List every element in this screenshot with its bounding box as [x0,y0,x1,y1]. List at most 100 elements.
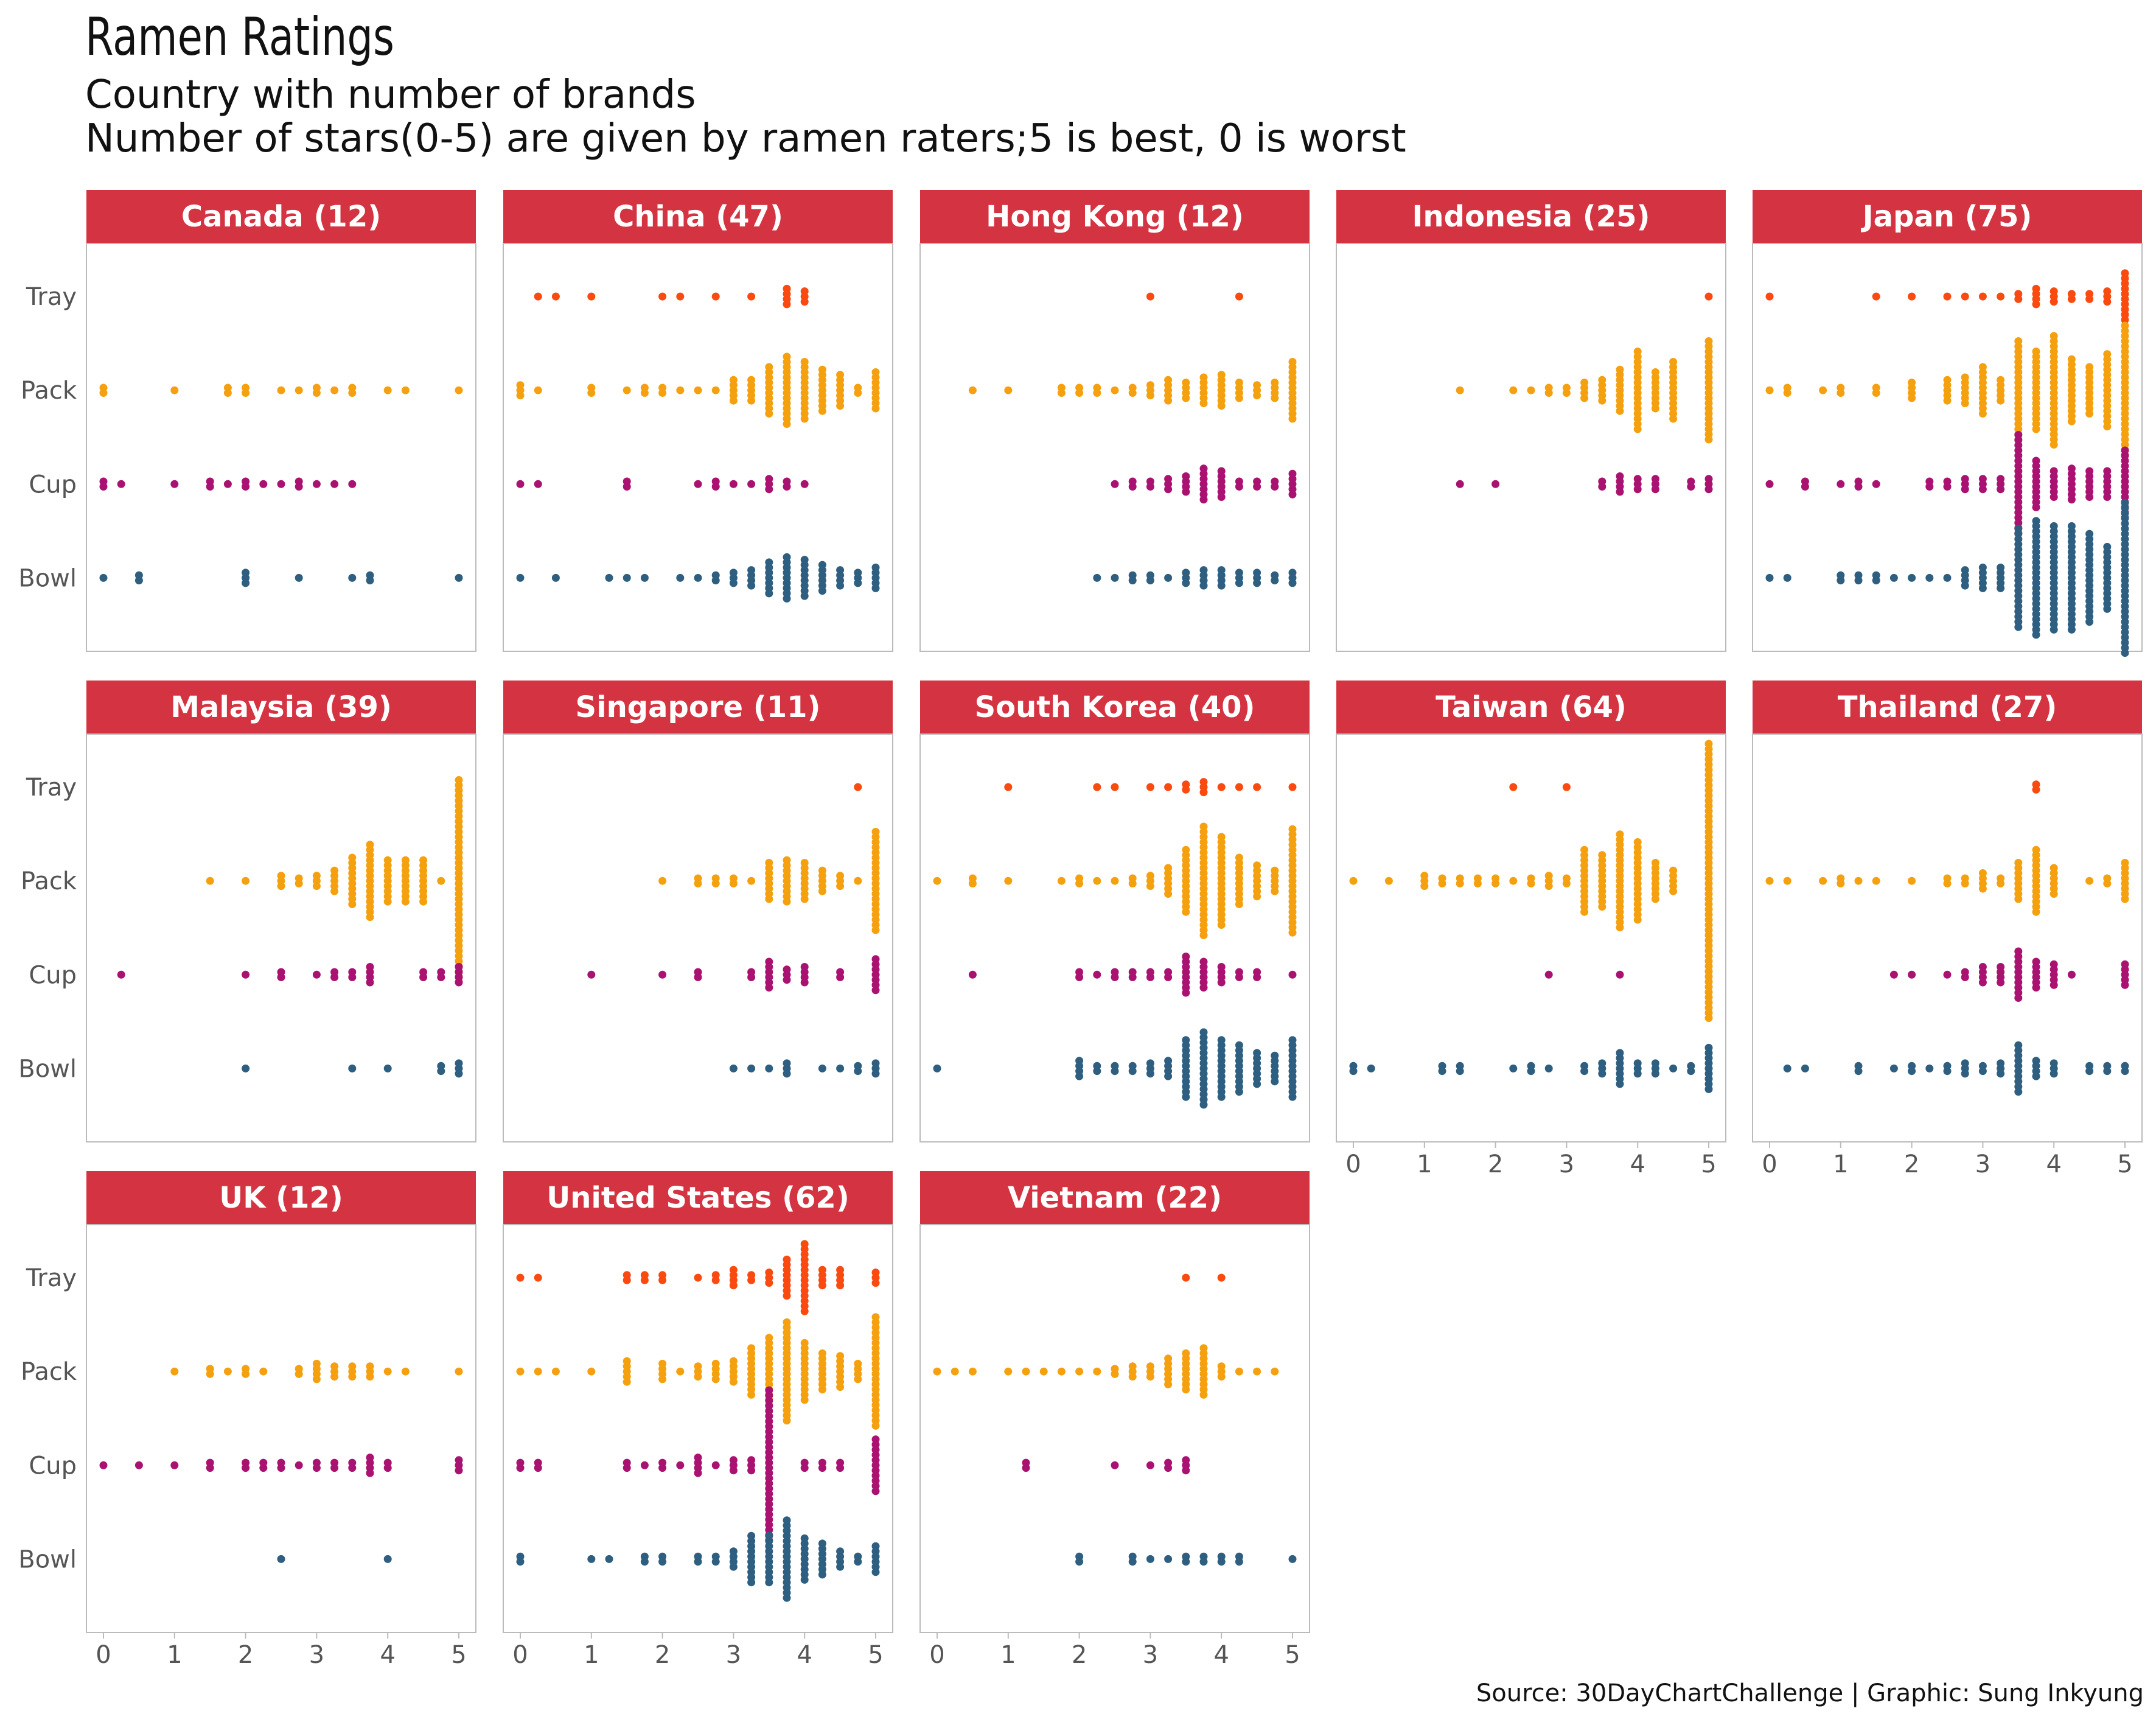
data-point-pack [1057,389,1066,397]
data-point-pack [658,389,667,397]
data-point-tray [818,1281,826,1290]
data-point-cup [1765,480,1774,488]
data-point-pack [1819,876,1827,885]
x-tick-label: 0 [1762,1150,1777,1178]
data-point-pack [1527,386,1535,394]
data-point-pack [1783,389,1791,397]
data-point-pack [2050,890,2058,898]
data-point-bowl [277,1555,285,1563]
data-point-bowl [747,581,756,590]
data-point-bowl [2085,1067,2094,1076]
x-tick-label: 1 [1833,1150,1848,1178]
data-point-pack [1182,394,1190,402]
data-point-pack [534,386,542,394]
y-tick-label: Bowl [18,564,77,592]
data-point-cup [1997,978,2005,987]
data-point-pack [1651,404,1659,413]
data-point-cup [1908,970,1916,979]
data-point-cup [968,970,977,979]
data-point-pack [242,1370,250,1378]
data-point-pack [1111,386,1119,394]
data-point-bowl [1199,1558,1208,1566]
data-point-pack [818,887,826,895]
data-point-tray [1765,292,1774,301]
data-point-cup [117,970,125,979]
facet-strip [503,190,893,243]
data-point-pack [783,1416,791,1425]
data-point-tray [640,1276,649,1284]
panel-border [1752,243,2143,652]
data-point-tray [747,1276,756,1284]
data-point-cup [455,978,463,987]
data-point-cup [99,483,108,491]
data-point-bowl [1075,1558,1084,1566]
x-tick-label: 0 [96,1641,111,1669]
data-point-pack [1039,1367,1048,1376]
facet-panel-united-states: United States (62) 0 1 2 3 4 5 [503,1171,893,1669]
data-point-pack [1217,921,1226,929]
data-point-cup [134,1461,143,1469]
data-point-pack [1093,1367,1101,1376]
data-point-pack [1872,389,1880,397]
panel-border [1752,733,2143,1142]
data-point-tray [1908,292,1916,301]
y-tick-label: Bowl [18,1055,77,1083]
x-tick-label: 5 [1285,1641,1300,1669]
data-point-bowl [1146,1069,1154,1078]
data-point-bowl [1182,1093,1190,1101]
data-point-cup [2032,503,2040,511]
data-point-tray [800,1307,809,1315]
data-point-pack [1271,1367,1279,1376]
data-point-bowl [2121,649,2129,657]
data-point-cup [1075,973,1084,981]
data-point-pack [968,1367,977,1376]
data-point-pack [366,913,374,922]
data-point-bowl [1908,1067,1916,1076]
data-point-bowl [800,592,809,600]
data-point-bowl [1075,1072,1084,1080]
data-point-bowl [2014,623,2023,631]
x-tick-label: 4 [2046,1150,2061,1178]
data-point-pack [1544,882,1553,890]
data-point-tray [2050,298,2058,306]
data-point-pack [1022,1367,1030,1376]
data-point-tray [1111,783,1119,791]
data-point-cup [1544,970,1553,979]
data-point-pack [551,1367,560,1376]
data-point-bowl [2050,625,2058,634]
data-point-pack [1271,394,1279,402]
data-point-pack [968,880,977,887]
data-point-tray [516,1273,525,1282]
x-tick-label: 5 [2117,1150,2132,1178]
data-point-cup [295,1461,303,1469]
data-point-bowl [383,1555,392,1563]
data-point-cup [1491,480,1500,488]
data-point-cup [729,1466,738,1475]
data-point-bowl [1164,1555,1173,1563]
data-point-tray [1509,783,1518,791]
data-point-pack [1004,1367,1013,1376]
data-point-cup [330,973,339,981]
data-point-cup [1288,490,1297,499]
data-point-cup [99,1461,108,1469]
data-point-tray [747,292,756,301]
data-point-bowl [711,1558,720,1566]
data-point-pack [2014,895,2023,903]
data-point-pack [1093,876,1101,885]
data-point-bowl [1349,1067,1358,1076]
data-point-bowl [1093,573,1101,582]
data-point-pack [516,391,525,400]
data-point-cup [818,1464,826,1472]
facet-strip-label: Japan (75) [1861,200,2032,234]
data-point-cup [694,973,702,981]
data-point-bowl [694,573,702,582]
data-point-tray [1093,783,1101,791]
data-point-cup [800,978,809,987]
data-point-pack [836,882,845,890]
data-point-bowl [2050,1069,2058,1078]
data-point-bowl [605,573,613,582]
data-point-pack [1199,1390,1208,1399]
data-point-tray [1704,292,1713,301]
data-point-tray [711,1276,720,1284]
data-point-bowl [348,1064,357,1072]
